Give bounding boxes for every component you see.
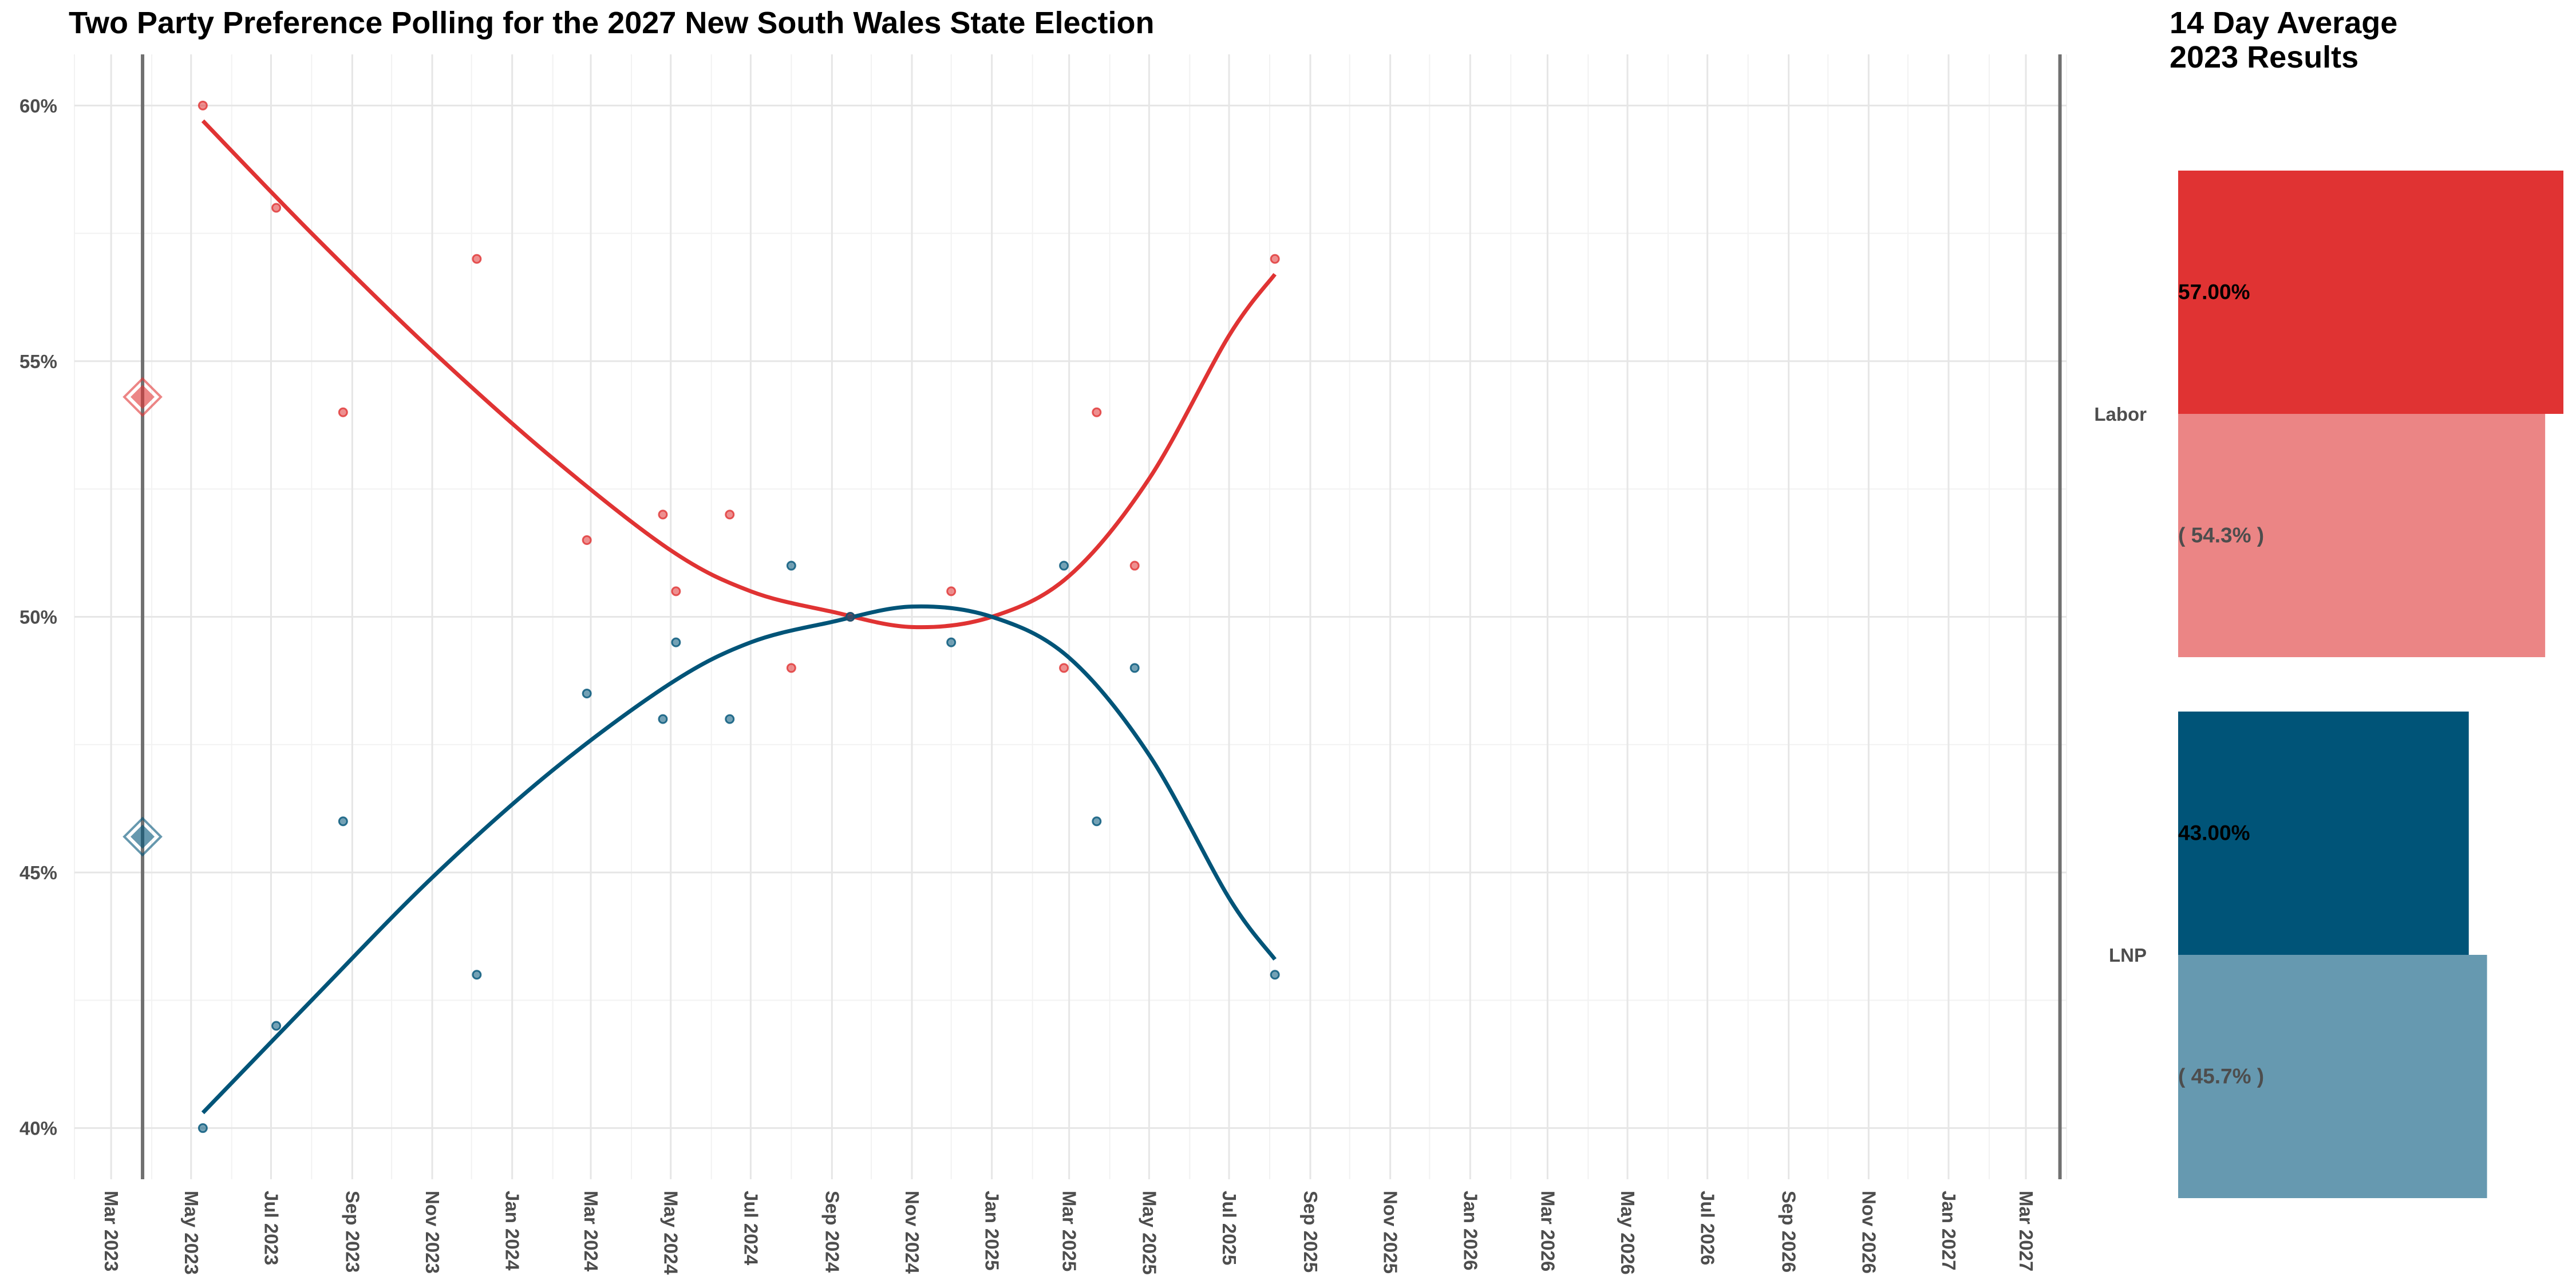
axes: 40% 45% 50% 55% 60% Mar 2023 May 2023 Jul 2023 S… bbox=[19, 95, 2037, 1275]
poll-points bbox=[197, 100, 1280, 1133]
y-tick-label: 45% bbox=[19, 862, 57, 883]
y-tick-label: 40% bbox=[19, 1118, 57, 1139]
poll-point-lnp bbox=[1059, 560, 1069, 571]
x-tick-label: Mar 2025 bbox=[1059, 1191, 1080, 1271]
bar-value-label: 43.00% bbox=[2178, 821, 2250, 845]
x-tick-label: Nov 2023 bbox=[422, 1191, 443, 1274]
poll-point-lnp bbox=[946, 637, 957, 647]
poll-point-lnp bbox=[582, 688, 592, 698]
poll-point-lnp bbox=[671, 637, 681, 647]
bar-category-label: LNP bbox=[2109, 945, 2147, 966]
x-tick-label: Jul 2025 bbox=[1219, 1191, 1240, 1265]
bar-lnp-average bbox=[2178, 712, 2469, 955]
trend-line-labor bbox=[201, 119, 1277, 630]
bar-labor-average bbox=[2178, 171, 2563, 414]
y-tick-label: 60% bbox=[19, 95, 57, 116]
x-tick-label: May 2023 bbox=[181, 1191, 202, 1275]
x-tick-label: Jan 2026 bbox=[1460, 1191, 1481, 1270]
poll-point-labor bbox=[1129, 560, 1140, 571]
x-tick-label: Jan 2025 bbox=[982, 1191, 1003, 1270]
bar-value-label: ( 54.3% ) bbox=[2178, 524, 2264, 547]
average-marker-lnp bbox=[131, 824, 155, 849]
poll-point-lnp bbox=[1092, 816, 1102, 827]
x-tick-label: Jul 2024 bbox=[740, 1191, 761, 1266]
poll-point-lnp bbox=[1129, 663, 1140, 673]
poll-point-labor bbox=[725, 509, 735, 520]
x-tick-label: Nov 2026 bbox=[1858, 1191, 1879, 1274]
bar-lnp-result bbox=[2178, 955, 2487, 1198]
poll-point-labor bbox=[786, 663, 796, 673]
bar-value-label: 57.00% bbox=[2178, 280, 2250, 304]
x-tick-label: Sep 2026 bbox=[1779, 1191, 1800, 1273]
bar-title-line: 14 Day Average bbox=[2170, 6, 2397, 40]
x-tick-label: Sep 2023 bbox=[342, 1191, 363, 1273]
x-tick-label: Mar 2026 bbox=[1537, 1191, 1558, 1271]
bar-category-label: Labor bbox=[2094, 404, 2147, 425]
poll-point-labor bbox=[582, 535, 592, 546]
x-tick-label: May 2024 bbox=[661, 1191, 682, 1275]
average-markers bbox=[123, 377, 163, 857]
poll-point-labor bbox=[946, 586, 957, 596]
poll-point-lnp bbox=[725, 714, 735, 724]
x-tick-label: Sep 2024 bbox=[821, 1191, 843, 1273]
bar-labor-result bbox=[2178, 414, 2546, 657]
poll-point-lnp bbox=[472, 970, 482, 980]
x-tick-label: Mar 2027 bbox=[2016, 1191, 2037, 1271]
bar-value-label: ( 45.7% ) bbox=[2178, 1065, 2264, 1088]
grid bbox=[74, 54, 2067, 1179]
x-tick-label: Jul 2023 bbox=[260, 1191, 282, 1265]
x-tick-label: Jan 2024 bbox=[502, 1191, 523, 1271]
chart-title: Two Party Preference Polling for the 202… bbox=[69, 6, 1155, 40]
x-tick-label: May 2026 bbox=[1617, 1191, 1638, 1275]
bar-chart-title: 14 Day Average 2023 Results bbox=[2170, 6, 2397, 74]
x-tick-label: Mar 2024 bbox=[580, 1191, 602, 1272]
bar-title-line: 2023 Results bbox=[2170, 40, 2358, 74]
x-tick-label: Jan 2027 bbox=[1938, 1191, 1959, 1270]
poll-point-lnp bbox=[786, 560, 796, 571]
poll-point-labor bbox=[671, 586, 681, 596]
x-tick-label: Nov 2025 bbox=[1380, 1191, 1401, 1274]
y-tick-label: 55% bbox=[19, 351, 57, 372]
poll-point-labor bbox=[472, 254, 482, 264]
poll-point-lnp bbox=[658, 714, 668, 724]
poll-point-labor bbox=[1270, 254, 1280, 264]
x-tick-label: Mar 2023 bbox=[101, 1191, 122, 1271]
poll-point-lnp bbox=[271, 1021, 282, 1031]
poll-point-labor bbox=[271, 203, 282, 213]
x-tick-label: May 2025 bbox=[1139, 1191, 1160, 1275]
poll-point-labor bbox=[658, 509, 668, 520]
x-tick-label: Jul 2026 bbox=[1697, 1191, 1718, 1265]
poll-point-labor bbox=[1092, 407, 1102, 417]
x-tick-label: Nov 2024 bbox=[902, 1191, 923, 1274]
poll-point-lnp bbox=[1270, 970, 1280, 980]
poll-point-lnp bbox=[197, 1123, 208, 1133]
average-marker-labor bbox=[131, 385, 155, 409]
average-marker-outline-lnp bbox=[123, 816, 163, 857]
poll-point-lnp bbox=[338, 816, 348, 827]
poll-point-labor bbox=[1059, 663, 1069, 673]
poll-point-lnp bbox=[845, 612, 855, 622]
average-marker-outline-labor bbox=[123, 377, 163, 417]
results-bar-chart: 14 Day Average 2023 Results Labor 57.00% ( … bbox=[2094, 6, 2563, 1198]
trend-line-lnp bbox=[201, 604, 1277, 1115]
x-tick-label: Sep 2025 bbox=[1300, 1191, 1321, 1273]
poll-point-labor bbox=[197, 100, 208, 110]
y-tick-label: 50% bbox=[19, 607, 57, 628]
trend-lines bbox=[201, 119, 1277, 1115]
poll-point-labor bbox=[338, 407, 348, 417]
